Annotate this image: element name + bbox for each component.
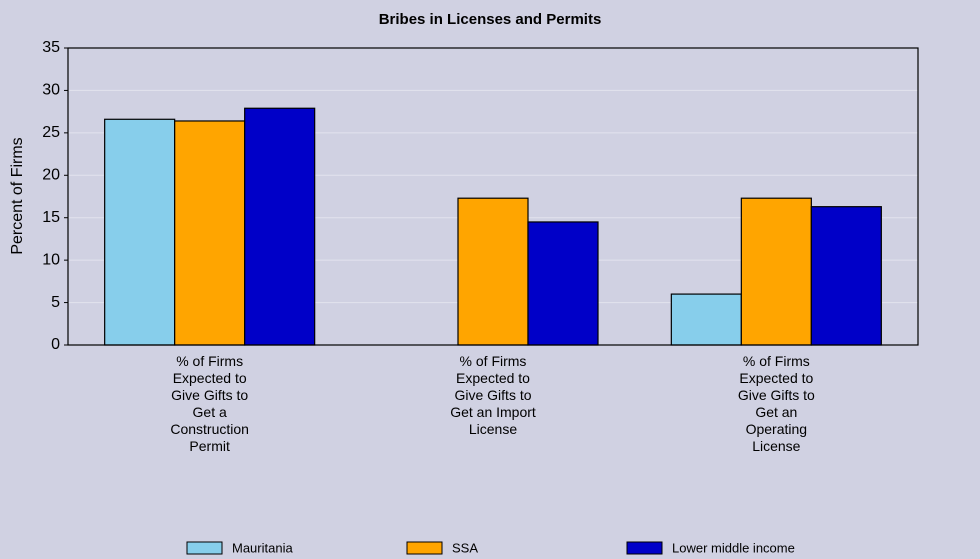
legend-swatch (626, 541, 663, 555)
legend-swatch (406, 541, 443, 555)
y-tick-label: 10 (42, 251, 60, 268)
legend-label: Mauritania (232, 540, 293, 555)
x-tick-label-box: % of Firms Expected to Give Gifts to Get… (170, 353, 249, 454)
y-tick-label: 15 (42, 209, 60, 226)
y-tick-label: 20 (42, 167, 60, 184)
legend-swatch (186, 541, 223, 555)
bar (457, 197, 529, 346)
y-axis-label: Percent of Firms (9, 137, 26, 254)
bar (527, 221, 599, 346)
legend-label: SSA (452, 540, 478, 555)
plot-frame (67, 47, 919, 346)
chart-title: Bribes in Licenses and Permits (379, 11, 602, 28)
bar (810, 206, 882, 346)
x-tick-label: % of Firms Expected to Give Gifts to Get… (737, 353, 815, 454)
x-tick-label: % of Firms Expected to Give Gifts to Get… (450, 353, 536, 437)
y-tick-label: 5 (51, 294, 60, 311)
bar (740, 197, 812, 346)
bar (244, 107, 316, 346)
x-tick-label-box: % of Firms Expected to Give Gifts to Get… (737, 353, 815, 454)
bar (104, 118, 176, 346)
x-tick-label-box: % of Firms Expected to Give Gifts to Get… (450, 353, 536, 437)
y-tick-label: 30 (42, 82, 60, 99)
bar (670, 293, 742, 346)
x-tick-label: % of Firms Expected to Give Gifts to Get… (170, 353, 249, 454)
y-tick-label: 0 (51, 336, 60, 353)
legend-label: Lower middle income (672, 540, 795, 555)
y-tick-label: 35 (42, 39, 60, 56)
y-tick-label: 25 (42, 124, 60, 141)
bar (174, 120, 246, 346)
